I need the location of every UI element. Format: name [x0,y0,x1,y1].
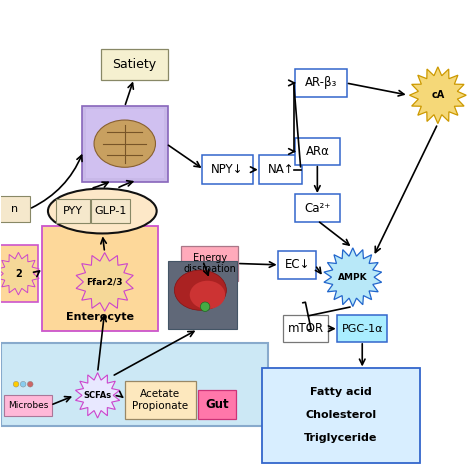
Text: Triglyceride: Triglyceride [304,433,378,444]
FancyBboxPatch shape [91,199,130,223]
Text: Acetate
Propionate: Acetate Propionate [132,389,188,410]
Polygon shape [76,253,133,311]
FancyBboxPatch shape [259,155,302,184]
Ellipse shape [174,270,227,310]
FancyBboxPatch shape [295,194,340,222]
FancyBboxPatch shape [42,226,158,330]
Text: PYY: PYY [63,206,83,216]
Text: cA: cA [431,90,445,100]
Polygon shape [324,248,382,307]
Text: Ffar2/3: Ffar2/3 [86,277,123,286]
Text: AR-β₃: AR-β₃ [305,76,337,90]
FancyBboxPatch shape [181,246,238,281]
Text: Microbes: Microbes [8,401,48,410]
FancyBboxPatch shape [283,315,328,342]
Circle shape [27,382,33,387]
FancyBboxPatch shape [82,106,167,182]
Text: NA↑: NA↑ [267,163,294,176]
Text: Gut: Gut [205,398,229,411]
Text: Enterocyte: Enterocyte [66,312,134,322]
Circle shape [13,382,19,387]
FancyBboxPatch shape [278,251,317,279]
FancyBboxPatch shape [168,261,237,329]
Ellipse shape [190,281,225,309]
Text: Satiety: Satiety [112,58,156,71]
FancyBboxPatch shape [0,196,30,222]
Text: Energy
dissipation: Energy dissipation [183,253,236,274]
Text: EC↓: EC↓ [284,258,310,272]
FancyBboxPatch shape [4,395,52,416]
FancyBboxPatch shape [198,390,236,419]
FancyBboxPatch shape [295,138,340,165]
Text: SCFAs: SCFAs [83,391,112,400]
Text: GLP-1: GLP-1 [94,206,127,216]
FancyBboxPatch shape [101,49,167,80]
Text: AMPK: AMPK [338,273,368,282]
FancyBboxPatch shape [295,69,347,97]
FancyBboxPatch shape [337,315,387,342]
Polygon shape [75,373,120,418]
Circle shape [201,302,210,311]
Text: mTOR: mTOR [287,322,324,335]
Text: ARα: ARα [305,145,329,158]
Text: NPY↓: NPY↓ [211,163,244,176]
Text: n: n [11,204,18,214]
Ellipse shape [94,120,155,167]
FancyBboxPatch shape [56,199,90,223]
Text: Cholesterol: Cholesterol [305,410,376,420]
Circle shape [20,382,26,387]
Text: Ca²⁺: Ca²⁺ [304,201,330,215]
Text: Fatty acid: Fatty acid [310,387,372,397]
FancyBboxPatch shape [0,245,37,302]
FancyBboxPatch shape [0,343,268,426]
FancyBboxPatch shape [86,109,164,178]
Text: PGC-1α: PGC-1α [341,324,383,334]
FancyBboxPatch shape [202,155,253,184]
FancyBboxPatch shape [125,381,196,419]
Text: 2: 2 [15,269,22,279]
Polygon shape [410,67,466,124]
Polygon shape [0,252,39,295]
Ellipse shape [48,189,156,234]
FancyBboxPatch shape [262,368,420,463]
